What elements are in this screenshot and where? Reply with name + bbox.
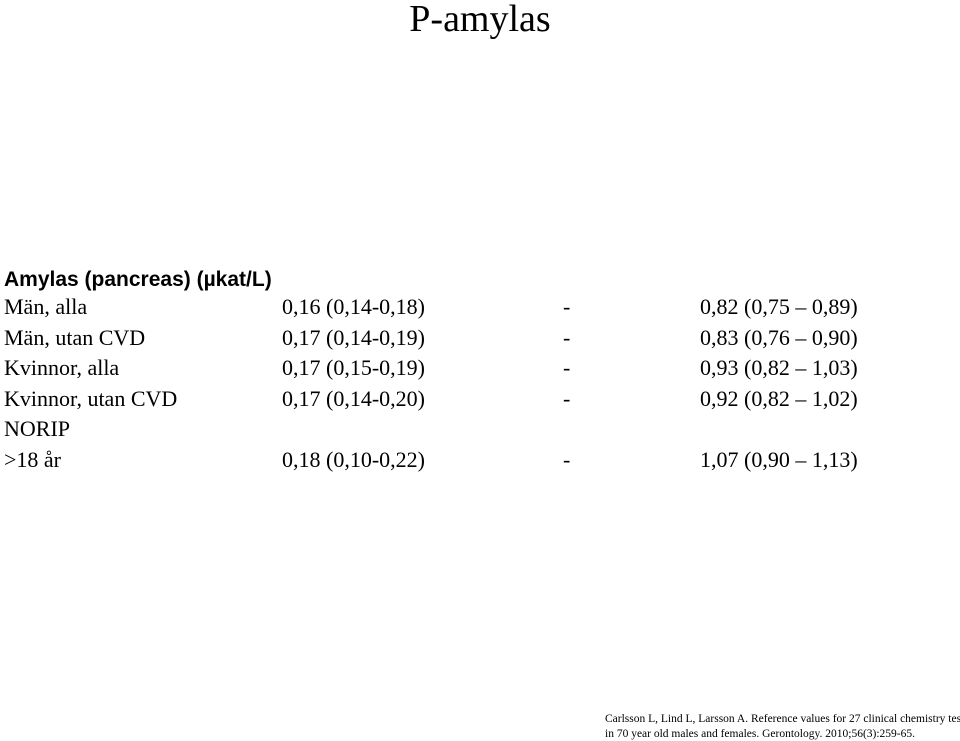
low-value: 0,17 (0,14-0,19) [282, 324, 425, 350]
high-value: 0,93 (0,82 – 1,03) [700, 355, 858, 380]
high-value: 0,83 (0,76 – 0,90) [700, 324, 858, 350]
separator: - [563, 385, 571, 411]
separator: - [563, 324, 571, 350]
low-value: 0,16 (0,14-0,18) [282, 294, 425, 319]
separator: - [563, 294, 571, 319]
row-label: Kvinnor, utan CVD [4, 385, 178, 411]
reference-line: in 70 year old males and females. Geront… [605, 728, 916, 740]
high-value: 1,07 (0,90 – 1,13) [700, 446, 858, 472]
low-value: 0,17 (0,15-0,19) [282, 355, 425, 380]
slide-title: P-amylas [409, 0, 551, 40]
high-value: 0,92 (0,82 – 1,02) [700, 385, 858, 411]
row-label: NORIP [4, 416, 71, 441]
table-heading: Amylas (pancreas) (µkat/L) [4, 268, 272, 291]
separator: - [563, 446, 571, 472]
row-label: Män, utan CVD [4, 324, 146, 350]
row-label: >18 år [4, 446, 61, 472]
row-label: Kvinnor, alla [4, 355, 120, 380]
high-value: 0,82 (0,75 – 0,89) [700, 294, 858, 319]
separator: - [563, 355, 571, 380]
row-label: Män, alla [4, 294, 88, 319]
reference-line: Carlsson L, Lind L, Larsson A. Reference… [605, 713, 960, 725]
low-value: 0,17 (0,14-0,20) [282, 385, 425, 411]
low-value: 0,18 (0,10-0,22) [282, 446, 425, 472]
